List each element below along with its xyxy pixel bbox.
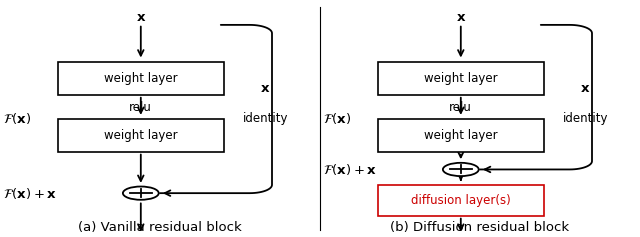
FancyBboxPatch shape xyxy=(58,62,224,95)
Text: weight layer: weight layer xyxy=(104,129,178,141)
Text: (b) Diffusion residual block: (b) Diffusion residual block xyxy=(390,221,570,234)
Text: $\mathbf{x}$: $\mathbf{x}$ xyxy=(136,11,146,24)
Text: (a) Vanilla residual block: (a) Vanilla residual block xyxy=(78,221,242,234)
FancyBboxPatch shape xyxy=(378,185,544,216)
Text: $\mathcal{F}(\mathbf{x})$: $\mathcal{F}(\mathbf{x})$ xyxy=(3,111,31,126)
Text: $\mathbf{x}$: $\mathbf{x}$ xyxy=(260,82,271,95)
Text: $\mathbf{x}$: $\mathbf{x}$ xyxy=(456,11,466,24)
Text: diffusion layer(s): diffusion layer(s) xyxy=(411,194,511,207)
Text: $\mathbf{x}$: $\mathbf{x}$ xyxy=(580,82,591,95)
Text: $\mathcal{F}(\mathbf{x})+\mathbf{x}$: $\mathcal{F}(\mathbf{x})+\mathbf{x}$ xyxy=(3,186,58,201)
Circle shape xyxy=(443,163,479,176)
Circle shape xyxy=(123,187,159,200)
Text: weight layer: weight layer xyxy=(424,129,498,141)
Text: $\mathcal{F}(\mathbf{x})+\mathbf{x}$: $\mathcal{F}(\mathbf{x})+\mathbf{x}$ xyxy=(323,162,378,177)
Text: identity: identity xyxy=(243,112,289,125)
FancyBboxPatch shape xyxy=(58,118,224,152)
Text: weight layer: weight layer xyxy=(104,72,178,85)
Text: identity: identity xyxy=(563,112,609,125)
Text: weight layer: weight layer xyxy=(424,72,498,85)
Text: $\mathcal{F}(\mathbf{x})$: $\mathcal{F}(\mathbf{x})$ xyxy=(323,111,351,126)
Text: relu: relu xyxy=(449,101,472,114)
Text: relu: relu xyxy=(129,101,152,114)
FancyBboxPatch shape xyxy=(378,62,544,95)
FancyBboxPatch shape xyxy=(378,118,544,152)
